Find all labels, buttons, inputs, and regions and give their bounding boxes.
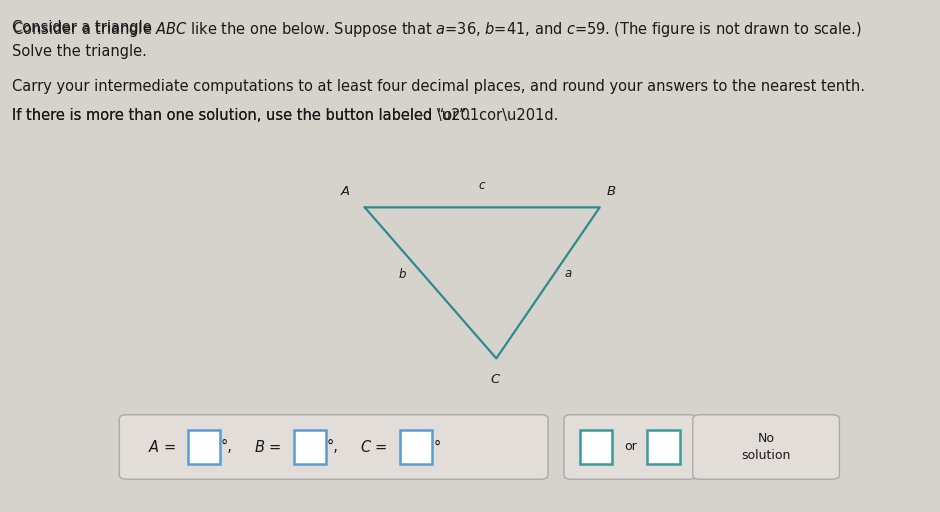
Text: $b$: $b$ (399, 267, 407, 281)
Text: Carry your intermediate computations to at least four decimal places, and round : Carry your intermediate computations to … (12, 79, 865, 94)
FancyBboxPatch shape (693, 415, 839, 479)
Text: $c$: $c$ (478, 179, 486, 192)
FancyBboxPatch shape (400, 430, 432, 464)
FancyBboxPatch shape (579, 430, 613, 464)
FancyBboxPatch shape (119, 415, 548, 479)
Text: $B$: $B$ (606, 185, 617, 198)
Text: $C$: $C$ (490, 373, 501, 386)
Text: Consider a triangle: Consider a triangle (12, 20, 157, 35)
Text: °,: °, (221, 439, 233, 455)
Text: °,: °, (327, 439, 339, 455)
Text: $A$: $A$ (339, 185, 351, 198)
Text: $C$ =: $C$ = (360, 439, 387, 455)
Text: If there is more than one solution, use the button labeled \u201cor\u201d.: If there is more than one solution, use … (12, 108, 558, 122)
FancyBboxPatch shape (188, 430, 220, 464)
Text: or: or (624, 440, 637, 454)
FancyBboxPatch shape (648, 430, 681, 464)
Text: $A$ =: $A$ = (148, 439, 176, 455)
Text: $a$: $a$ (564, 267, 572, 281)
Text: Consider a triangle $\mathit{ABC}$ like the one below. Suppose that $\mathit{a}$: Consider a triangle $\mathit{ABC}$ like … (12, 20, 862, 39)
Text: If there is more than one solution, use the button labeled “or”.: If there is more than one solution, use … (12, 108, 472, 122)
Text: Solve the triangle.: Solve the triangle. (12, 44, 147, 58)
Text: $B$ =: $B$ = (254, 439, 281, 455)
FancyBboxPatch shape (564, 415, 697, 479)
FancyBboxPatch shape (294, 430, 326, 464)
Text: °: ° (433, 439, 441, 455)
Text: No
solution: No solution (742, 432, 791, 462)
